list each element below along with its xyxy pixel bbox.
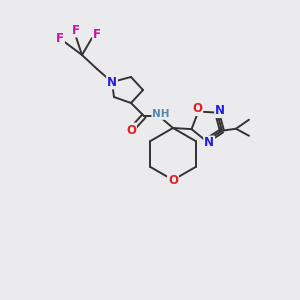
Text: N: N [204,136,214,149]
Text: N: N [107,76,117,88]
Text: O: O [192,102,202,115]
Text: O: O [168,173,178,187]
Text: NH: NH [152,109,170,119]
Text: F: F [93,28,101,41]
Text: N: N [215,104,225,117]
Text: F: F [72,23,80,37]
Text: O: O [126,124,136,136]
Text: F: F [56,32,64,46]
